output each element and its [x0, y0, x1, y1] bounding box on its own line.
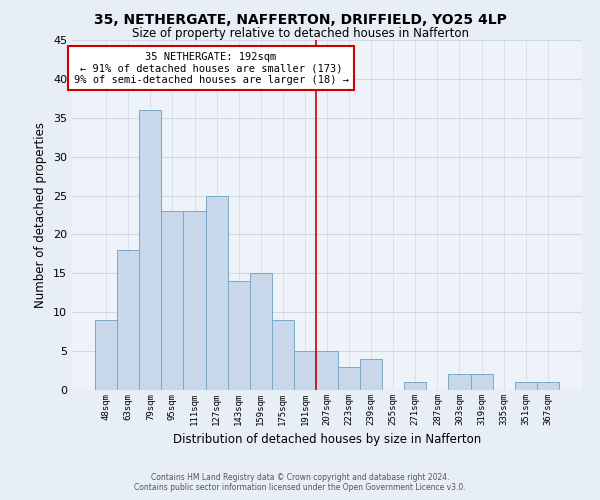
Bar	[470, 374, 493, 390]
Bar	[360, 359, 382, 390]
Text: 35, NETHERGATE, NAFFERTON, DRIFFIELD, YO25 4LP: 35, NETHERGATE, NAFFERTON, DRIFFIELD, YO…	[94, 12, 506, 26]
Bar	[404, 382, 427, 390]
Bar	[294, 351, 316, 390]
Bar	[139, 110, 161, 390]
Bar	[338, 366, 360, 390]
X-axis label: Distribution of detached houses by size in Nafferton: Distribution of detached houses by size …	[173, 434, 481, 446]
Bar	[250, 274, 272, 390]
Bar	[227, 281, 250, 390]
Bar	[316, 351, 338, 390]
Y-axis label: Number of detached properties: Number of detached properties	[34, 122, 47, 308]
Text: Size of property relative to detached houses in Nafferton: Size of property relative to detached ho…	[131, 28, 469, 40]
Bar	[95, 320, 117, 390]
Text: 35 NETHERGATE: 192sqm
← 91% of detached houses are smaller (173)
9% of semi-deta: 35 NETHERGATE: 192sqm ← 91% of detached …	[74, 52, 349, 85]
Bar	[537, 382, 559, 390]
Bar	[117, 250, 139, 390]
Bar	[184, 211, 206, 390]
Bar	[515, 382, 537, 390]
Bar	[206, 196, 227, 390]
Bar	[448, 374, 470, 390]
Bar	[161, 211, 184, 390]
Text: Contains HM Land Registry data © Crown copyright and database right 2024.
Contai: Contains HM Land Registry data © Crown c…	[134, 473, 466, 492]
Bar	[272, 320, 294, 390]
